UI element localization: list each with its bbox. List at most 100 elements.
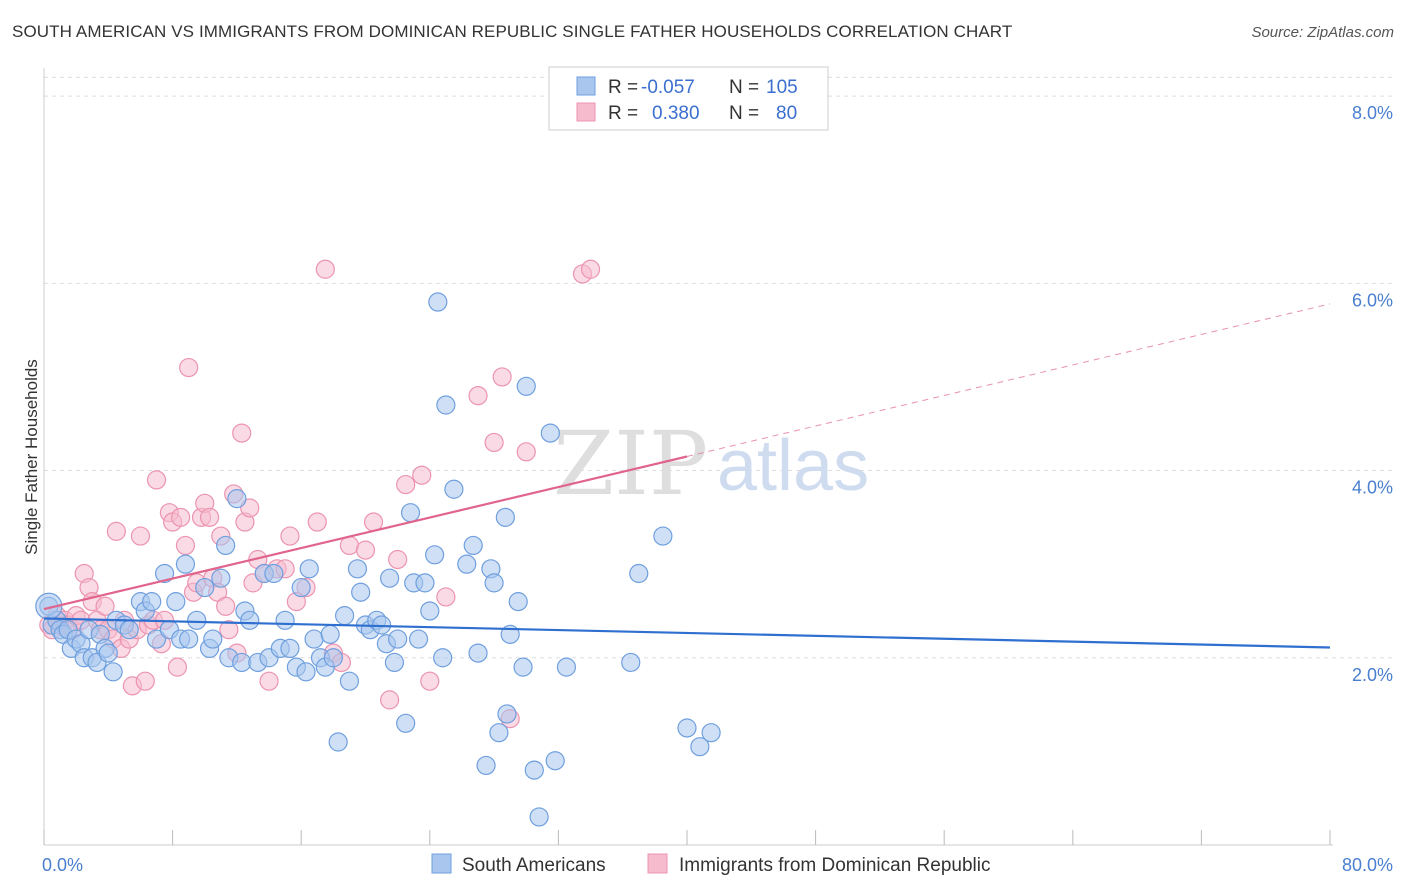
south-american-point — [415, 573, 435, 593]
south-american-point — [320, 624, 340, 644]
legend-r-value-2: 0.380 — [652, 103, 700, 124]
watermark-atlas: atlas — [717, 426, 869, 506]
legend-r-label-2: R = — [608, 103, 638, 124]
dominican-point — [259, 671, 279, 691]
dominican-point — [420, 671, 440, 691]
axes — [43, 68, 1333, 846]
south-american-point — [545, 751, 565, 771]
south-american-point — [291, 577, 311, 598]
bottom-legend-label-pink: Immigrants from Dominican Republic — [679, 855, 991, 876]
trend-lines — [43, 303, 1331, 649]
dominican-point — [219, 620, 239, 640]
legend-r-label-1: R = — [608, 77, 638, 98]
trend-line-dominican — [43, 455, 688, 611]
x-tick-label-min: 0.0% — [42, 855, 83, 875]
watermark: ZIP atlas — [553, 412, 869, 515]
legend-swatch-pink — [576, 102, 596, 122]
legend-n-value-2: 80 — [776, 103, 797, 124]
south-american-point — [396, 713, 416, 733]
dominican-point — [396, 474, 416, 495]
south-american-point — [629, 563, 649, 584]
dominican-point — [240, 498, 260, 518]
south-american-point — [98, 643, 118, 663]
south-american-point — [468, 643, 488, 663]
y-tick-label: 4.0% — [1352, 478, 1393, 498]
south-american-point — [304, 629, 324, 649]
dominican-point — [216, 596, 236, 616]
dominican-point — [412, 465, 432, 485]
y-tick-label: 6.0% — [1352, 290, 1393, 310]
legend-swatch-blue — [576, 76, 596, 96]
dominican-point — [468, 386, 488, 406]
south-american-point — [211, 568, 231, 588]
south-american-point — [339, 671, 360, 691]
bottom-legend-label-blue: South Americans — [462, 855, 606, 876]
dominican-point — [175, 535, 196, 556]
south-american-point — [677, 718, 697, 738]
south-american-point — [335, 606, 355, 626]
dominican-point — [106, 521, 126, 541]
south-american-point — [621, 652, 641, 673]
south-american-point — [296, 662, 316, 682]
south-american-point — [420, 601, 440, 621]
south-american-point — [323, 648, 343, 668]
south-american-point — [484, 573, 504, 593]
south-american-point — [540, 423, 560, 443]
south-american-point — [203, 629, 223, 649]
south-american-point — [529, 807, 549, 827]
south-american-point — [457, 554, 477, 574]
x-tick-label-max: 80.0% — [1342, 855, 1393, 875]
dominican-point — [171, 507, 191, 527]
south-american-point — [444, 479, 464, 499]
trend-line-south-american — [43, 617, 1331, 649]
bottom-legend-swatch-blue — [431, 853, 452, 874]
dominican-point — [135, 671, 155, 691]
dominican-point — [355, 540, 376, 560]
bottom-legend: South Americans Immigrants from Dominica… — [431, 853, 991, 876]
south-american-point — [425, 545, 445, 565]
south-american-point — [154, 563, 175, 584]
south-american-point — [516, 376, 536, 396]
south-american-point — [119, 620, 139, 640]
south-american-point — [524, 760, 544, 780]
dominican-point — [232, 423, 252, 443]
series-south-american-points — [35, 292, 721, 827]
south-american-point — [142, 592, 162, 612]
y-tick-label: 8.0% — [1352, 103, 1393, 123]
legend-n-label-2: N = — [729, 103, 759, 124]
bottom-legend-swatch-pink — [647, 853, 668, 874]
south-american-point — [508, 592, 528, 612]
dominican-point — [484, 432, 504, 453]
south-american-point — [701, 723, 721, 743]
dominican-point — [580, 259, 601, 279]
dominican-point — [130, 526, 151, 546]
south-american-point — [653, 526, 673, 546]
dominican-point — [146, 470, 167, 490]
dominican-point — [436, 587, 456, 607]
legend-n-value-1: 105 — [766, 77, 798, 98]
legend-n-label-1: N = — [729, 77, 759, 98]
south-american-point — [556, 657, 577, 677]
south-american-point — [495, 507, 515, 527]
dominican-point — [307, 512, 327, 532]
dominican-point — [380, 690, 400, 710]
dominican-point — [516, 442, 536, 462]
dominican-point — [167, 657, 188, 677]
legend-box: R = -0.057 N = 105 R = 0.380 N = 80 — [548, 66, 829, 131]
chart-title: SOUTH AMERICAN VS IMMIGRANTS FROM DOMINI… — [12, 22, 1013, 41]
south-american-point — [103, 662, 123, 682]
south-american-point — [476, 755, 496, 776]
south-american-point — [195, 577, 215, 598]
south-american-point — [227, 489, 247, 509]
chart-source: Source: ZipAtlas.com — [1251, 24, 1394, 41]
y-ticks: 2.0% 4.0% 6.0% 8.0% — [1352, 103, 1393, 685]
south-american-point — [280, 638, 300, 659]
south-american-point — [400, 503, 421, 523]
south-american-point — [436, 395, 456, 415]
dominican-point — [280, 526, 300, 546]
south-american-point — [299, 559, 319, 579]
south-american-point — [146, 629, 167, 649]
dominican-point — [199, 507, 220, 527]
south-american-point — [328, 732, 348, 752]
